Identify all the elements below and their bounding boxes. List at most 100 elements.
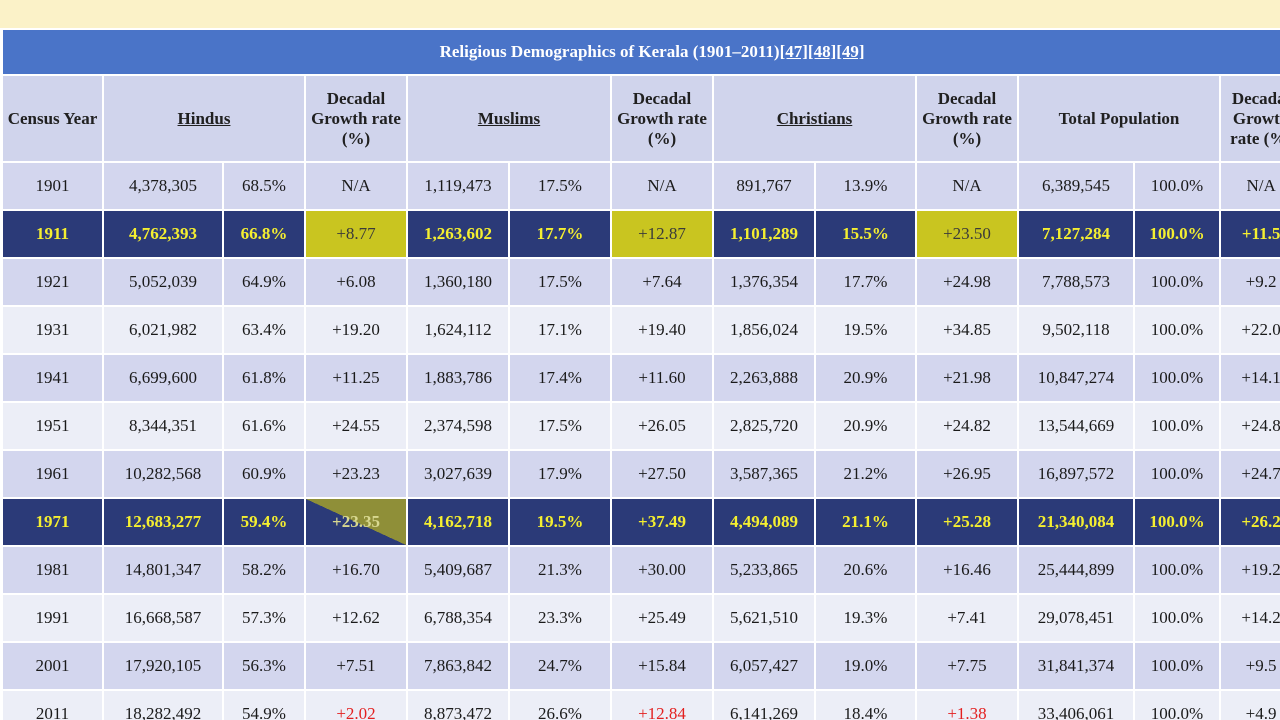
table-cell: +24.98 [917, 259, 1017, 305]
data-row: 1991 16,668,587 57.3% +12.62 6,788,354 23.3% +… [3, 595, 1280, 641]
table-cell: 2001 [3, 643, 102, 689]
table-cell: +16.46 [917, 547, 1017, 593]
table-cell: +24.55 [306, 403, 406, 449]
table-cell: 1981 [3, 547, 102, 593]
table-cell: +34.85 [917, 307, 1017, 353]
table-cell: +37.49 [612, 499, 712, 545]
table-cell: +8.77 [306, 211, 406, 257]
column-header: Muslims [408, 76, 610, 161]
table-cell: N/A [1221, 163, 1280, 209]
table-cell: 6,141,269 [714, 691, 814, 720]
table-cell: 33,406,061 [1019, 691, 1133, 720]
table-cell: +23.23 [306, 451, 406, 497]
table-cell: 891,767 [714, 163, 814, 209]
table-cell: 100.0% [1135, 355, 1219, 401]
header-link[interactable]: Christians [776, 108, 853, 128]
column-header: Decadal Growth rate (%) [1221, 76, 1280, 161]
table-cell: 3,587,365 [714, 451, 814, 497]
header-text: Total Population [1058, 108, 1180, 128]
table-cell: 100.0% [1135, 595, 1219, 641]
table-cell: 21,340,084 [1019, 499, 1133, 545]
data-row: 1901 4,378,305 68.5% N/A 1,119,473 17.5% N/A 89… [3, 163, 1280, 209]
table-cell: 5,409,687 [408, 547, 508, 593]
reference-link[interactable]: [49] [836, 42, 865, 61]
table-cell: 3,027,639 [408, 451, 508, 497]
column-header: Hindus [104, 76, 304, 161]
column-header: Christians [714, 76, 915, 161]
table-cell: 1,119,473 [408, 163, 508, 209]
table-cell: 29,078,451 [1019, 595, 1133, 641]
table-cell: 16,897,572 [1019, 451, 1133, 497]
table-cell: +19.40 [612, 307, 712, 353]
table-cell: 1961 [3, 451, 102, 497]
table-cell: 19.5% [510, 499, 610, 545]
header-link[interactable]: Hindus [177, 108, 231, 128]
table-cell: 6,389,545 [1019, 163, 1133, 209]
data-row: 1921 5,052,039 64.9% +6.08 1,360,180 17.5% +7.… [3, 259, 1280, 305]
table-cell: 100.0% [1135, 643, 1219, 689]
table-cell: 2011 [3, 691, 102, 720]
table-cell: 100.0% [1135, 307, 1219, 353]
table-cell: 7,863,842 [408, 643, 508, 689]
table-cell: 17.5% [510, 403, 610, 449]
table-body: 1901 4,378,305 68.5% N/A 1,119,473 17.5% N/A 89… [3, 163, 1280, 720]
table-cell: 19.5% [816, 307, 915, 353]
table-cell: 100.0% [1135, 547, 1219, 593]
table-cell: +6.08 [306, 259, 406, 305]
table-cell: 17.1% [510, 307, 610, 353]
table-cell: +9.2 [1221, 259, 1280, 305]
table-cell: 1921 [3, 259, 102, 305]
table-cell: 100.0% [1135, 259, 1219, 305]
table-cell: +11.60 [612, 355, 712, 401]
table-cell: 10,847,274 [1019, 355, 1133, 401]
table-cell: N/A [306, 163, 406, 209]
table-cell: 20.9% [816, 355, 915, 401]
table-cell: 1,101,289 [714, 211, 814, 257]
table-cell: +12.62 [306, 595, 406, 641]
table-cell: 61.8% [224, 355, 304, 401]
table-cell: 4,162,718 [408, 499, 508, 545]
table-cell: 6,021,982 [104, 307, 222, 353]
table-cell: 13.9% [816, 163, 915, 209]
table-cell: 13,544,669 [1019, 403, 1133, 449]
table-cell: 1951 [3, 403, 102, 449]
table-cell: 17.5% [510, 259, 610, 305]
table-cell: +19.2 [1221, 547, 1280, 593]
table-cell: +11.5 [1221, 211, 1280, 257]
data-row: 1961 10,282,568 60.9% +23.23 3,027,639 17.9% +… [3, 451, 1280, 497]
table-title: Religious Demographics of Kerala (1901–2… [3, 30, 1280, 74]
demographics-table: Religious Demographics of Kerala (1901–2… [1, 28, 1280, 720]
table-cell: 57.3% [224, 595, 304, 641]
table-cell: 15.5% [816, 211, 915, 257]
table-cell: 20.9% [816, 403, 915, 449]
table-cell: 9,502,118 [1019, 307, 1133, 353]
table-cell: 61.6% [224, 403, 304, 449]
table-cell: 100.0% [1135, 499, 1219, 545]
reference-link[interactable]: [48] [807, 42, 837, 61]
table-cell: +1.38 [917, 691, 1017, 720]
table-cell: +27.50 [612, 451, 712, 497]
table-cell: +7.51 [306, 643, 406, 689]
table-cell: 26.6% [510, 691, 610, 720]
table-cell: 17,920,105 [104, 643, 222, 689]
table-cell: 2,374,598 [408, 403, 508, 449]
table-cell: 2,263,888 [714, 355, 814, 401]
table-cell: 60.9% [224, 451, 304, 497]
table-cell: +15.84 [612, 643, 712, 689]
table-cell: 100.0% [1135, 691, 1219, 720]
table-cell: 58.2% [224, 547, 304, 593]
table-cell: 18,282,492 [104, 691, 222, 720]
header-link[interactable]: Muslims [477, 108, 541, 128]
table-cell: 23.3% [510, 595, 610, 641]
table-cell: 1991 [3, 595, 102, 641]
table-cell: +2.02 [306, 691, 406, 720]
table-cell: 100.0% [1135, 451, 1219, 497]
table-cell: +25.49 [612, 595, 712, 641]
table-cell: 1971 [3, 499, 102, 545]
table-cell: +26.95 [917, 451, 1017, 497]
table-cell: 17.4% [510, 355, 610, 401]
reference-link[interactable]: [47] [779, 42, 808, 61]
table-cell: +30.00 [612, 547, 712, 593]
table-cell: +23.35 [306, 499, 406, 545]
table-cell: +16.70 [306, 547, 406, 593]
